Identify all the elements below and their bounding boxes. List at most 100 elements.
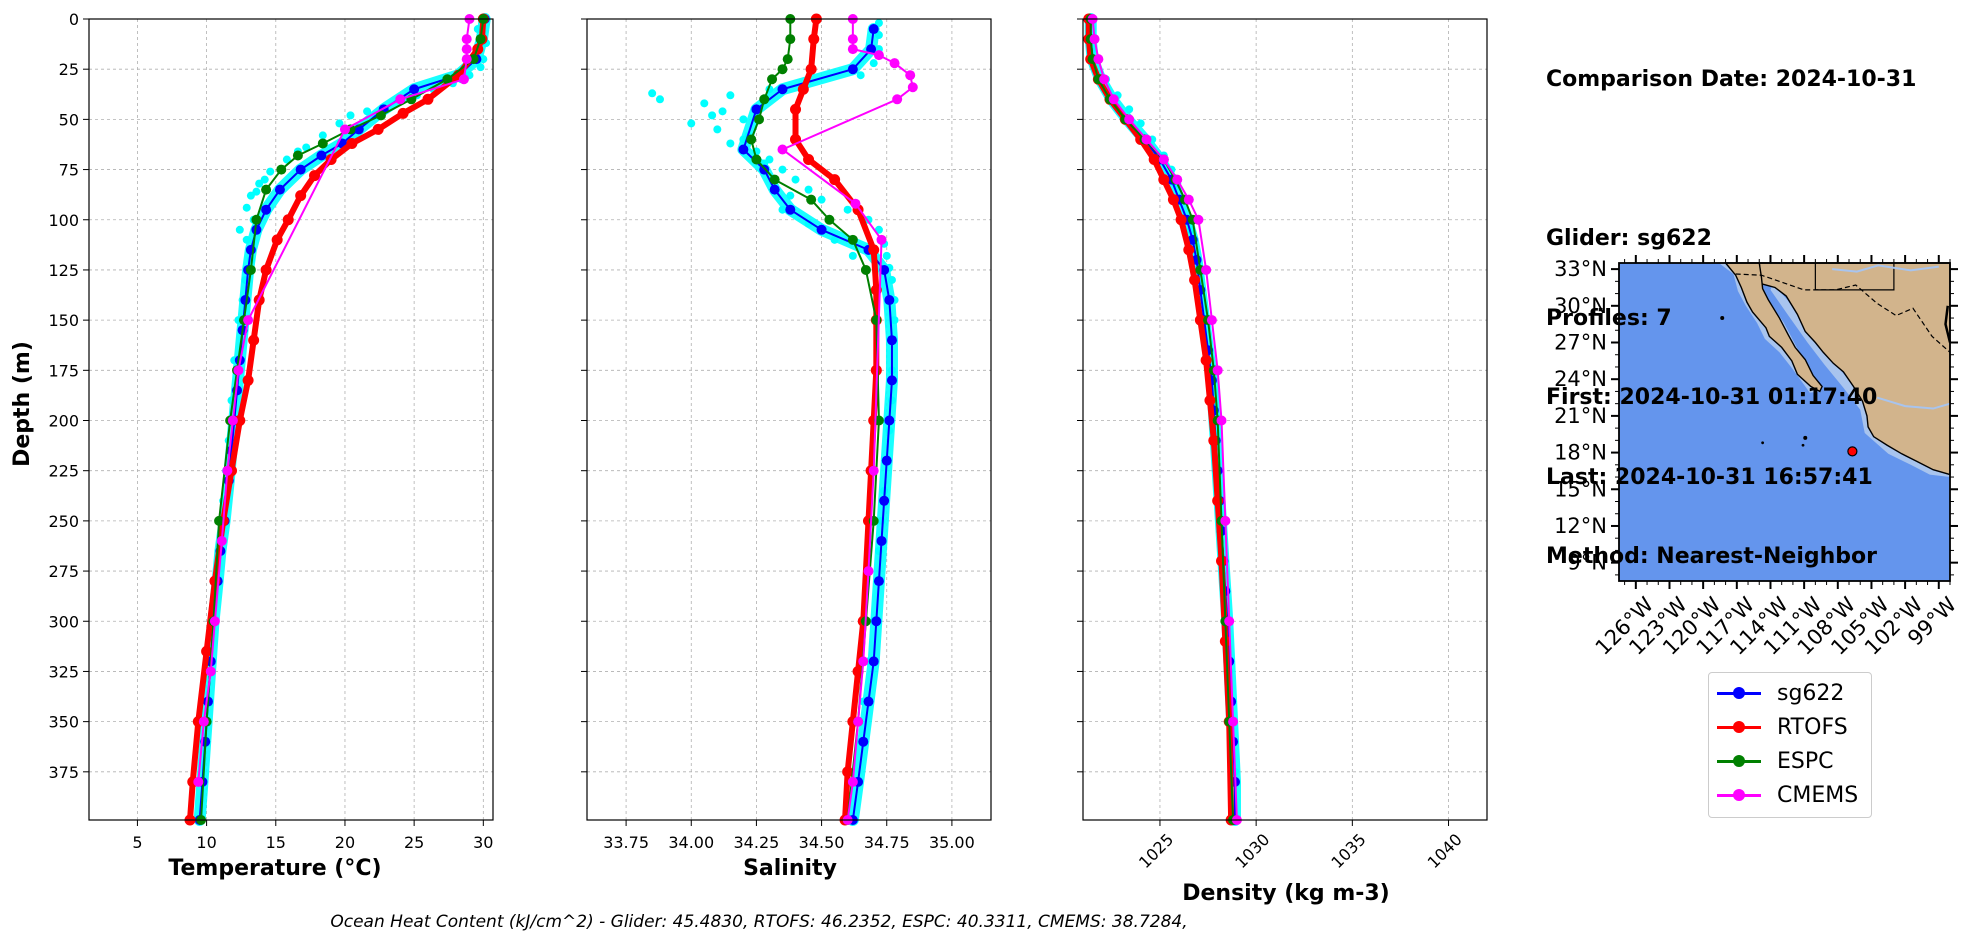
series-point xyxy=(782,54,793,65)
glider-location-marker xyxy=(1847,446,1858,457)
series-point xyxy=(1175,214,1187,226)
lat-label: 21°N xyxy=(1554,404,1607,428)
series-point xyxy=(777,144,788,155)
raw-point xyxy=(856,71,865,80)
series-point xyxy=(785,34,796,45)
series-cmems xyxy=(777,14,918,825)
x-tick-label: 1030 xyxy=(1231,830,1273,872)
x-ticks: 1025 1030 1035 1040 xyxy=(1135,820,1466,872)
series-point xyxy=(346,137,358,149)
mainland-mexico xyxy=(1758,262,1951,476)
series-point xyxy=(251,214,262,225)
series-point xyxy=(317,138,328,149)
series-point xyxy=(276,164,287,175)
series-point xyxy=(468,54,479,65)
series-point xyxy=(1201,264,1212,275)
series-point xyxy=(868,656,879,667)
density-panel: 1025 1030 1035 1040 xyxy=(1077,13,1488,872)
plot-frame xyxy=(586,18,992,821)
series-point xyxy=(847,776,858,787)
series-point xyxy=(824,214,835,225)
x-tick-label: 34.75 xyxy=(864,833,910,852)
series-point xyxy=(1204,394,1216,406)
y-tick-label: 300 xyxy=(48,612,79,631)
legend-label: ESPC xyxy=(1777,749,1834,774)
series-point xyxy=(1208,435,1220,447)
series-point xyxy=(397,107,409,119)
series-point xyxy=(245,264,256,275)
series-point xyxy=(274,184,285,195)
series-point xyxy=(461,44,472,55)
series-point xyxy=(847,34,858,45)
series-point xyxy=(905,70,916,81)
series-point xyxy=(754,114,765,125)
raw-point xyxy=(843,205,852,214)
series-point xyxy=(803,154,815,166)
island xyxy=(1761,441,1765,445)
raw-point xyxy=(869,59,878,68)
series-point xyxy=(1099,74,1110,85)
salinity-panel: 33.75 34.00 34.25 34.50 34.75 35.00 xyxy=(581,13,992,852)
raw-point xyxy=(700,99,709,108)
raw-point xyxy=(318,131,327,140)
raw-point xyxy=(235,225,244,234)
series-point xyxy=(868,465,879,476)
series-point xyxy=(767,74,778,85)
series-point xyxy=(242,374,254,386)
raw-point xyxy=(346,111,355,120)
series-point xyxy=(881,455,892,466)
raw-point xyxy=(882,251,891,260)
island xyxy=(1801,443,1805,447)
lat-label: 12°N xyxy=(1554,514,1607,538)
series-point xyxy=(873,576,884,587)
series-point xyxy=(759,94,770,105)
x-tick-label: 1025 xyxy=(1135,830,1177,872)
x-tick-label: 25 xyxy=(404,833,424,852)
raw-point xyxy=(718,107,727,116)
series-espc xyxy=(1085,14,1239,825)
info-line-date: Comparison Date: 2024-10-31 xyxy=(1546,67,1917,92)
series-point xyxy=(884,415,895,426)
series-point xyxy=(260,264,272,276)
legend-marker xyxy=(1733,687,1745,699)
x-tick-label: 33.75 xyxy=(603,833,649,852)
y-tick-label: 350 xyxy=(48,713,79,732)
info-line-profiles: Profiles: 7 xyxy=(1546,305,1672,331)
y-tick-label: 0 xyxy=(69,10,79,29)
x-tick-label: 1040 xyxy=(1424,830,1466,872)
info-line-first: First: 2024-10-31 01:17:40 xyxy=(1546,385,1878,410)
river xyxy=(1876,396,1951,410)
series-point xyxy=(1189,274,1201,286)
us-mexico-border xyxy=(1735,273,1951,353)
comparison-info: Comparison Date: 2024-10-31 Glider: sg62… xyxy=(1546,14,1916,597)
series-point xyxy=(746,134,757,145)
series-point xyxy=(209,616,220,627)
legend-marker xyxy=(1733,755,1745,767)
x-tick-label: 30 xyxy=(473,833,493,852)
legend-marker xyxy=(1733,789,1745,801)
series-point xyxy=(243,315,254,326)
series-point xyxy=(853,716,864,727)
legend-label: sg622 xyxy=(1777,681,1845,706)
x-axis-label-density: Density (kg m-3) xyxy=(1182,881,1390,906)
lat-label: 15°N xyxy=(1554,477,1607,501)
lat-label: 27°N xyxy=(1554,331,1607,355)
raw-point xyxy=(713,125,722,134)
series-point xyxy=(316,150,327,161)
series-point xyxy=(1194,314,1206,326)
plot-frame xyxy=(1082,18,1488,821)
raw-point xyxy=(708,111,717,120)
series-point xyxy=(868,24,879,35)
y-tick-label: 175 xyxy=(48,361,79,380)
series-point xyxy=(1183,194,1194,205)
series-line xyxy=(197,18,471,782)
series-point xyxy=(271,234,283,246)
series-point xyxy=(886,375,897,386)
x-ticks: 33.75 34.00 34.25 34.50 34.75 35.00 xyxy=(603,820,975,852)
y-tick-label: 275 xyxy=(48,562,79,581)
series-point xyxy=(461,54,472,65)
x-ticks: 5 10 15 20 25 30 xyxy=(132,820,493,852)
series-point xyxy=(309,170,321,182)
y-tick-label: 225 xyxy=(48,462,79,481)
